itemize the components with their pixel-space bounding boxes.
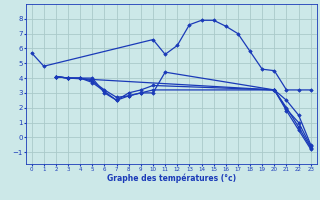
- X-axis label: Graphe des températures (°c): Graphe des températures (°c): [107, 173, 236, 183]
